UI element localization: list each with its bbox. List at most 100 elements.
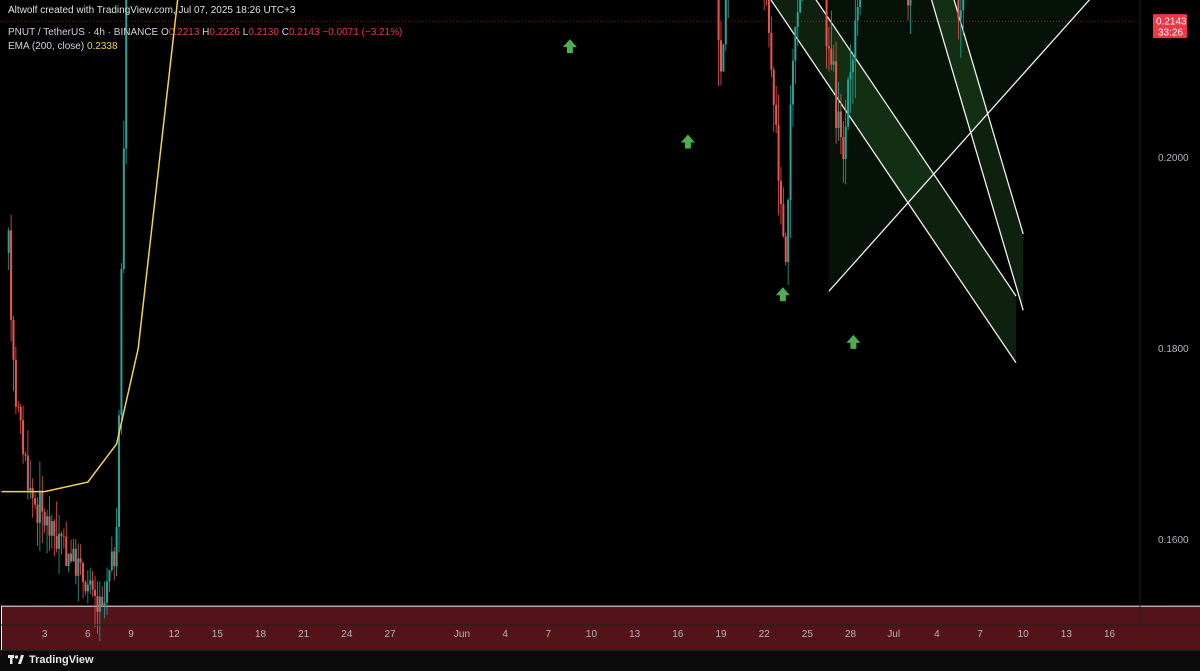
candle-body: [722, 44, 724, 71]
candle-body: [65, 537, 67, 566]
candle-body: [111, 551, 113, 570]
tradingview-brand: TradingView: [29, 654, 94, 666]
candle-body: [123, 149, 125, 269]
candle-body: [797, 12, 799, 27]
symbol-label[interactable]: PNUT / TetherUS · 4h · BINANCE: [8, 27, 158, 38]
candle-body: [46, 516, 48, 525]
up-arrow-icon: [776, 287, 790, 301]
time-tick-label: 12: [169, 629, 181, 640]
candle-body: [957, 0, 959, 19]
candle-body: [840, 112, 842, 138]
up-arrow-icon: [681, 135, 695, 149]
candle-countdown-label: 33:26: [1158, 28, 1183, 39]
candle-body: [39, 492, 41, 522]
time-tick-label: Jun: [454, 629, 470, 640]
time-tick-label: 10: [1018, 629, 1030, 640]
candle-body: [830, 49, 832, 65]
candle-body: [907, 0, 909, 5]
candle-body: [60, 534, 62, 536]
ema-legend[interactable]: EMA (200, close) 0.2338: [8, 41, 118, 52]
candle-body: [41, 492, 43, 511]
candle-body: [828, 46, 830, 48]
candle-body: [792, 61, 794, 105]
candle-body: [108, 570, 110, 581]
candle-body: [27, 456, 29, 491]
time-tick-label: 27: [384, 629, 396, 640]
candle-body: [32, 488, 34, 498]
open-label: O: [161, 27, 169, 38]
tradingview-logo-icon: [8, 655, 24, 665]
candle-body: [106, 581, 108, 602]
candle-body: [850, 72, 852, 79]
time-tick-label: 3: [42, 629, 48, 640]
candle-body: [113, 551, 115, 566]
price-tick-label: 0.1600: [1158, 535, 1189, 546]
time-tick-label: 13: [629, 629, 641, 640]
candle-body: [72, 549, 74, 562]
candle-body: [17, 407, 19, 408]
candle-body: [44, 512, 46, 526]
ohlc-legend: PNUT / TetherUS · 4h · BINANCE O0.2213 H…: [8, 27, 402, 38]
footer-bar: TradingView: [0, 650, 1200, 671]
candle-body: [799, 0, 801, 12]
candle-body: [80, 558, 82, 562]
time-tick-label: 7: [977, 629, 983, 640]
time-tick-label: 9: [128, 629, 134, 640]
candle-body: [852, 60, 854, 72]
tradingview-logo[interactable]: TradingView: [8, 654, 94, 666]
candle-body: [68, 554, 70, 566]
candle-body: [787, 200, 789, 262]
candle-body: [75, 549, 77, 576]
high-value: 0.2226: [209, 27, 240, 38]
candle-body: [8, 230, 10, 253]
time-tick-label: 13: [1061, 629, 1073, 640]
candle-body: [92, 580, 94, 589]
time-tick-label: 16: [1104, 629, 1116, 640]
candle-body: [773, 70, 775, 105]
ema-value: 0.2338: [87, 41, 118, 52]
candle-body: [790, 104, 792, 200]
candle-body: [53, 521, 55, 536]
price-tick-label: 0.2000: [1158, 153, 1189, 164]
time-tick-label: 6: [85, 629, 91, 640]
candle-body: [720, 40, 722, 71]
candle-body: [24, 454, 26, 455]
time-tick-label: 4: [934, 629, 940, 640]
candle-body: [847, 79, 849, 126]
candle-body: [104, 603, 106, 606]
candle-body: [120, 269, 122, 415]
change-value: −0.0071 (−3.21%): [322, 27, 402, 38]
candle-body: [63, 536, 65, 537]
time-tick-label: 10: [586, 629, 598, 640]
candle-body: [909, 0, 911, 5]
candle-body: [116, 527, 118, 566]
time-tick-label: 16: [672, 629, 684, 640]
candle-body: [960, 10, 962, 18]
candle-body: [826, 0, 828, 46]
time-tick-label: 15: [212, 629, 224, 640]
candle-body: [768, 0, 770, 33]
candle-body: [833, 61, 835, 64]
candle-body: [36, 505, 38, 523]
up-arrow-icon: [563, 39, 577, 53]
candle-body: [778, 125, 780, 181]
candle-body: [962, 0, 964, 10]
candle-body: [101, 597, 103, 606]
candle-body: [857, 7, 859, 20]
up-arrow-icon: [846, 335, 860, 349]
candle-body: [58, 534, 60, 549]
time-tick-label: 7: [546, 629, 552, 640]
candle-body: [842, 137, 844, 159]
candle-body: [794, 27, 796, 61]
ema-label: EMA (200, close): [8, 41, 84, 52]
close-value: 0.2143: [289, 27, 320, 38]
candle-body: [780, 181, 782, 204]
candle-body: [845, 127, 847, 159]
candle-body: [12, 320, 14, 360]
candle-body: [10, 230, 12, 320]
candle-body: [89, 580, 91, 584]
candle-body: [770, 33, 772, 70]
candle-body: [82, 563, 84, 582]
price-tick-label: 0.1800: [1158, 344, 1189, 355]
